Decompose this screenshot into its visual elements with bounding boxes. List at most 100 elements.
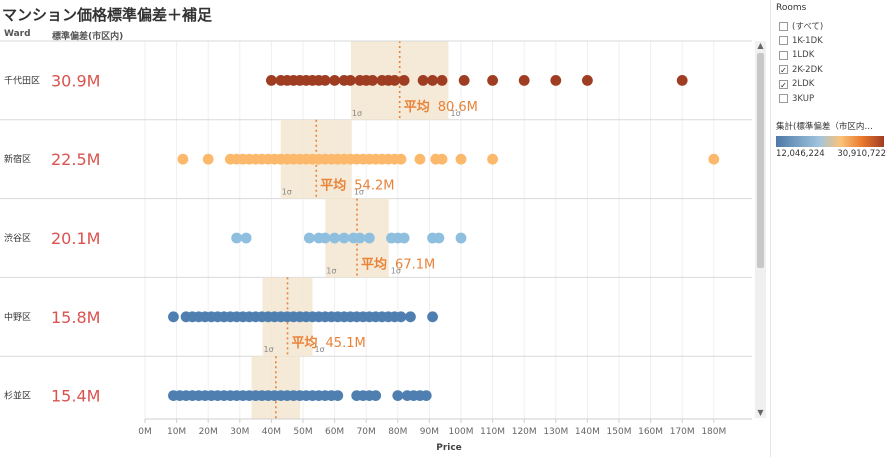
data-point — [436, 75, 448, 86]
data-point — [395, 311, 407, 323]
data-point — [367, 75, 378, 86]
data-point — [332, 390, 344, 401]
data-point — [417, 75, 429, 86]
data-point — [363, 232, 375, 244]
x-tick-label: 90M — [420, 427, 439, 437]
rooms-option-all[interactable]: (すべて) — [776, 19, 890, 34]
legend-max-label: 30,910,722 — [837, 149, 886, 159]
side-panel: Rooms (すべて) 1K-1DK 1LDK ✓ 2K-2DK ✓ 2LDK 3K… — [776, 0, 890, 159]
data-point — [329, 232, 340, 244]
data-point — [518, 75, 530, 86]
rooms-option-3kup[interactable]: 3KUP — [776, 92, 890, 107]
data-point — [398, 75, 410, 86]
data-point — [231, 232, 243, 244]
legend-min-label: 12,046,224 — [776, 149, 825, 159]
sigma-label-low: 1σ — [326, 266, 336, 275]
data-point — [433, 232, 445, 244]
data-point — [354, 232, 366, 244]
checkbox[interactable] — [779, 50, 788, 60]
data-point — [338, 232, 350, 244]
data-point — [676, 75, 688, 86]
x-tick-label: 30M — [230, 427, 249, 437]
rooms-filter-title: Rooms — [776, 3, 807, 13]
sigma-label-low: 1σ — [352, 109, 362, 118]
ward-label: 千代田区 — [4, 75, 40, 86]
rooms-option-label: (すべて) — [792, 22, 824, 33]
data-point — [427, 75, 438, 86]
page-title: マンション価格標準偏差＋補足 — [2, 6, 213, 24]
std-value-label: 15.8M — [51, 308, 100, 327]
x-tick-label: 40M — [262, 427, 281, 437]
color-legend-labels: 12,046,224 30,910,722 — [776, 149, 886, 159]
data-point — [708, 153, 720, 165]
data-point — [329, 75, 340, 86]
scatter-chart: 1σ 1σ 平均 80.6M 千代田区 30.9M 1σ 1σ 平均 54.2M 新宿区 22.5M 1… — [0, 40, 752, 453]
data-point — [345, 75, 356, 86]
data-point — [427, 311, 438, 323]
sigma-label-high: 1σ — [314, 345, 324, 354]
mean-label: 平均 54.2M — [320, 178, 394, 194]
data-point — [370, 390, 382, 401]
data-point — [455, 232, 467, 244]
checkbox[interactable] — [779, 21, 788, 31]
sigma-label-low: 1σ — [282, 188, 292, 197]
x-tick-label: 140M — [575, 427, 600, 437]
data-point — [582, 75, 593, 86]
data-point — [398, 232, 410, 244]
data-point — [319, 232, 331, 244]
rooms-option-1ldk[interactable]: 1LDK — [776, 48, 890, 63]
rooms-option-label: 2K-2DK — [792, 64, 823, 75]
mean-label: 平均 67.1M — [361, 256, 435, 272]
x-tick-label: 180M — [701, 427, 726, 437]
rooms-option-label: 1LDK — [792, 50, 815, 61]
data-point — [177, 153, 189, 165]
data-point — [395, 153, 407, 165]
std-value-label: 30.9M — [51, 71, 100, 90]
data-point — [405, 311, 416, 323]
ward-label: 新宿区 — [4, 153, 31, 165]
scrollbar-thumb[interactable] — [757, 53, 764, 268]
x-tick-label: 10M — [167, 427, 186, 437]
x-tick-label: 110M — [480, 427, 505, 437]
data-point — [436, 153, 448, 165]
rooms-option-label: 1K-1DK — [792, 35, 823, 46]
rooms-option-2ldk[interactable]: ✓ 2LDK — [776, 77, 890, 92]
rooms-option-2k-2dk[interactable]: ✓ 2K-2DK — [776, 63, 890, 78]
scroll-up-icon[interactable]: ▲ — [757, 41, 764, 50]
checkbox[interactable] — [779, 94, 788, 104]
color-legend-title: 集計(標準偏差（市区内… — [776, 122, 873, 132]
x-tick-label: 50M — [293, 427, 312, 437]
rooms-option-1k-1dk[interactable]: 1K-1DK — [776, 34, 890, 49]
scroll-down-icon[interactable]: ▼ — [757, 408, 764, 417]
data-point — [240, 232, 252, 244]
rooms-option-label: 2LDK — [792, 79, 815, 90]
data-point — [168, 311, 179, 323]
data-point — [487, 75, 498, 86]
data-point — [455, 153, 467, 165]
std-value-label: 15.4M — [51, 387, 100, 406]
ward-label: 杉並区 — [4, 390, 31, 402]
sigma-label-high: 1σ — [391, 266, 401, 275]
x-axis-label: Price — [436, 443, 462, 453]
color-legend-gradient — [776, 136, 884, 147]
data-point — [202, 153, 214, 165]
x-tick-label: 70M — [357, 427, 376, 437]
checkbox[interactable] — [779, 36, 788, 46]
checkbox[interactable]: ✓ — [779, 65, 788, 76]
plot-area: 1σ 1σ 平均 80.6M 千代田区 30.9M 1σ 1σ 平均 54.2M 新宿区 22.5M 1… — [0, 41, 752, 419]
mean-label: 平均 80.6M — [404, 99, 478, 115]
data-point — [392, 390, 404, 401]
rooms-filter-list: (すべて) 1K-1DK 1LDK ✓ 2K-2DK ✓ 2LDK 3KUP — [776, 19, 890, 106]
std-value-label: 20.1M — [51, 229, 100, 248]
checkbox[interactable]: ✓ — [779, 79, 788, 90]
ward-label: 渋谷区 — [4, 232, 31, 244]
x-tick-label: 100M — [449, 427, 474, 437]
chart-scrollbar[interactable]: ▲ ▼ — [755, 41, 766, 418]
std-value-label: 22.5M — [51, 150, 100, 169]
data-point — [319, 75, 331, 86]
sigma-label-low: 1σ — [264, 345, 274, 354]
